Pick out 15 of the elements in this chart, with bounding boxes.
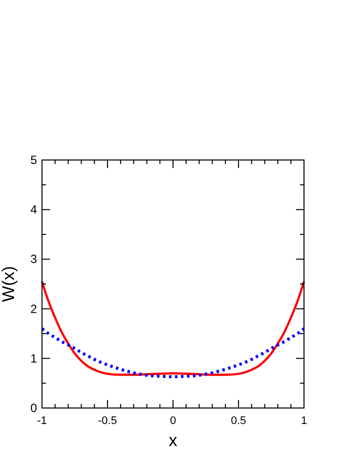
line-series — [40, 280, 306, 376]
x-tick-label: 0.5 — [230, 415, 246, 427]
x-axis-title: x — [168, 431, 178, 450]
y-tick-label: 5 — [30, 153, 38, 167]
x-tick-label: -0.5 — [98, 415, 117, 427]
y-tick-label: 4 — [30, 202, 38, 217]
y-tick-label: 2 — [30, 302, 38, 316]
line-series — [40, 327, 306, 378]
y-tick-label: 0 — [30, 401, 38, 415]
x-tick-label: 1 — [300, 415, 308, 427]
y-tick-label: 1 — [30, 351, 38, 366]
x-tick-label: -1 — [37, 415, 47, 427]
y-tick-label: 3 — [30, 252, 38, 266]
y-axis-title: W(x) — [0, 266, 18, 302]
x-tick-label: 0 — [170, 415, 176, 427]
